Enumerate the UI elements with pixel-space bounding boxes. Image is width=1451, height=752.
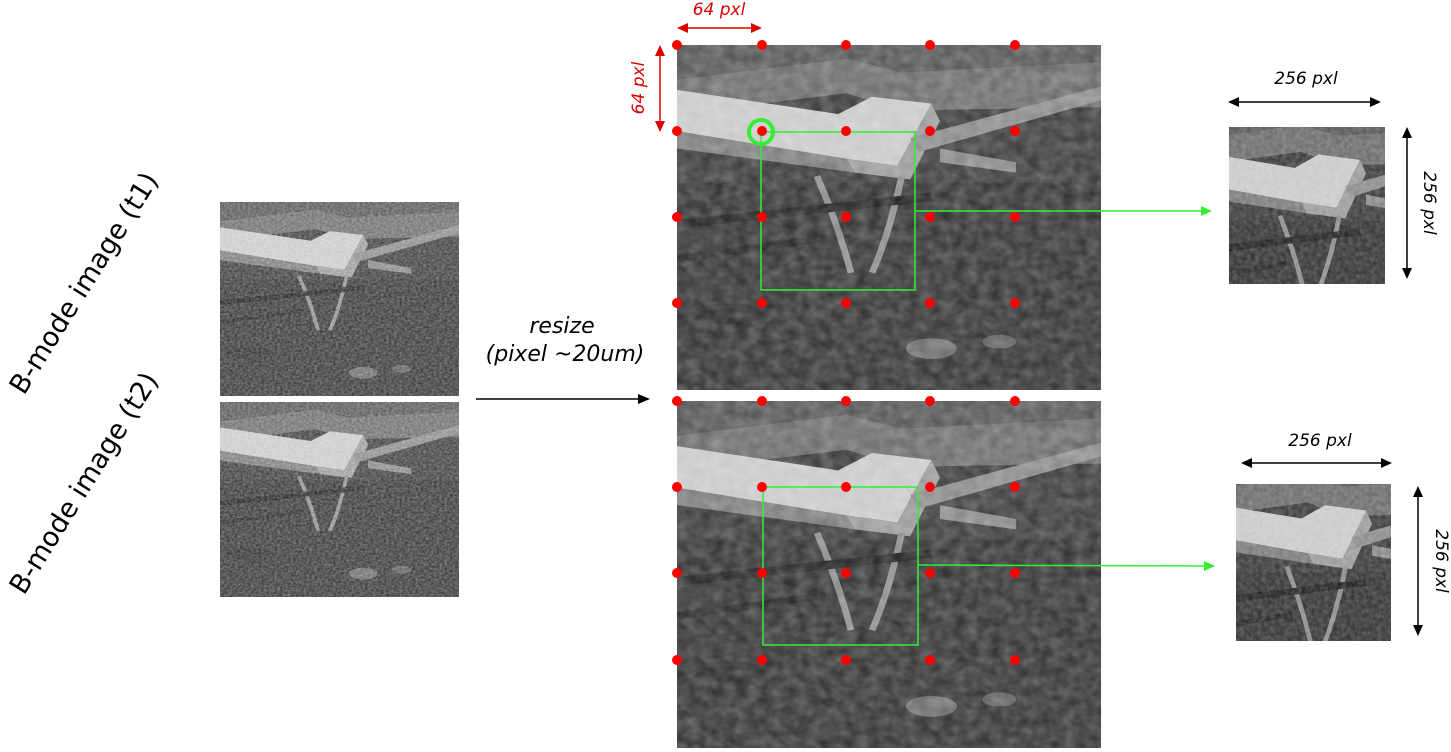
- grid-point: [925, 568, 935, 578]
- patch1-width-label: 256 pxl: [1274, 69, 1338, 89]
- bmode-t1-label: B-mode image (t1): [4, 167, 165, 400]
- grid-point: [672, 126, 682, 136]
- grid-point: [757, 568, 767, 578]
- grid-point: [925, 298, 935, 308]
- grid-point: [672, 482, 682, 492]
- patch-t2: [1190, 465, 1451, 732]
- patch-t1: [1182, 114, 1451, 381]
- grid-point: [672, 298, 682, 308]
- patch2-height-label: 256 pxl: [1431, 529, 1451, 593]
- grid-point: [757, 298, 767, 308]
- patch1-height-label: 256 pxl: [1419, 171, 1439, 235]
- patch1-height-dimension: [1402, 127, 1412, 279]
- grid-point: [841, 126, 851, 136]
- grid-point: [1010, 126, 1020, 136]
- grid-point: [757, 126, 767, 136]
- grid-point: [925, 482, 935, 492]
- grid-point: [841, 482, 851, 492]
- grid-width-dimension: [677, 23, 762, 33]
- patch2-height-dimension: [1413, 486, 1423, 636]
- bmode-t2-label: B-mode image (t2): [4, 367, 165, 600]
- resize-label-line2: (pixel ~20um): [486, 342, 645, 367]
- grid-point: [925, 212, 935, 222]
- grid-point: [1010, 655, 1020, 665]
- grid-point: [672, 40, 682, 50]
- grid-point: [757, 655, 767, 665]
- patch2-width-dimension: [1241, 458, 1392, 468]
- grid-point: [841, 655, 851, 665]
- grid-point: [925, 396, 935, 406]
- grid-point: [672, 396, 682, 406]
- grid-point: [1010, 396, 1020, 406]
- grid-point: [1010, 298, 1020, 308]
- grid-point: [841, 40, 851, 50]
- resize-label-line1: resize: [529, 314, 594, 339]
- grid-point: [1010, 40, 1020, 50]
- input-image-t2: [220, 402, 459, 597]
- grid-point: [757, 482, 767, 492]
- patch2-width-label: 256 pxl: [1288, 431, 1352, 451]
- grid-point: [925, 126, 935, 136]
- grid-point: [757, 40, 767, 50]
- resized-image-t2: [677, 401, 1101, 748]
- grid-point: [841, 568, 851, 578]
- grid-width-label: 64 pxl: [693, 0, 746, 20]
- grid-point: [1010, 482, 1020, 492]
- grid-point: [672, 568, 682, 578]
- resize-arrow: [476, 394, 650, 404]
- grid-point: [1010, 568, 1020, 578]
- grid-point: [841, 212, 851, 222]
- grid-point: [925, 655, 935, 665]
- grid-point: [841, 396, 851, 406]
- resized-image-t1: [677, 45, 1101, 390]
- grid-point: [672, 212, 682, 222]
- grid-point: [1010, 212, 1020, 222]
- grid-height-label: 64 pxl: [629, 61, 649, 114]
- input-image-t1: [220, 202, 459, 396]
- patch1-width-dimension: [1228, 97, 1381, 107]
- grid-point: [757, 396, 767, 406]
- grid-point: [841, 298, 851, 308]
- grid-height-dimension: [655, 45, 665, 132]
- grid-point: [757, 212, 767, 222]
- grid-point: [672, 655, 682, 665]
- grid-point: [925, 40, 935, 50]
